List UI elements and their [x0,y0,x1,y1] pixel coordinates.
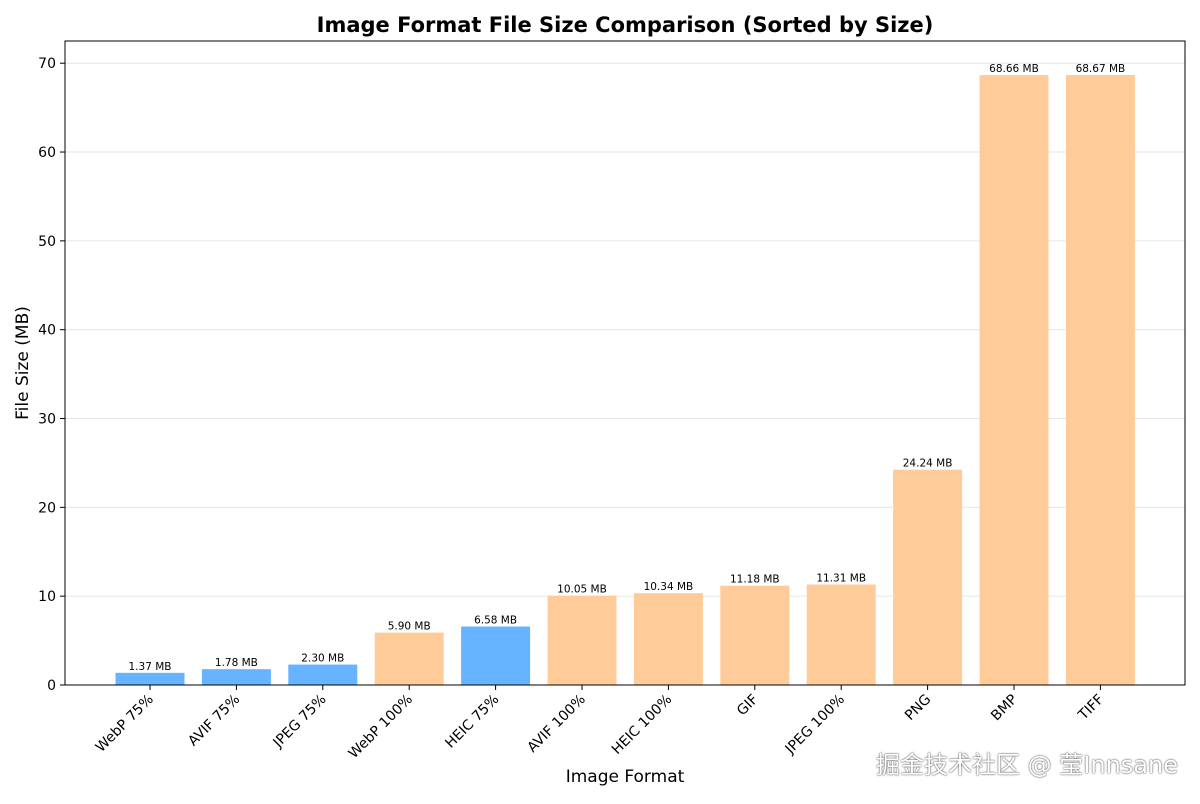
y-tick-label: 30 [38,412,56,428]
x-tick-label: BMP [988,692,1021,725]
x-tick-label: PNG [902,692,934,724]
data-label: 1.37 MB [129,661,172,673]
chart-title: Image Format File Size Comparison (Sorte… [317,13,934,37]
x-tick-label: AVIF 75% [185,692,243,750]
y-tick-label: 70 [38,56,56,72]
x-tick-label: AVIF 100% [525,692,589,756]
y-axis: 0 10 20 30 40 50 60 70 [38,56,65,694]
y-tick-label: 40 [38,323,56,339]
data-label: 6.58 MB [474,615,517,627]
data-label: 68.66 MB [989,63,1039,75]
x-tick-label: GIF [734,692,762,720]
bar [1065,75,1135,685]
y-tick-label: 0 [47,678,56,694]
bar [461,626,531,685]
data-label: 68.67 MB [1076,63,1126,75]
data-labels: 1.37 MB 1.78 MB 2.30 MB 5.90 MB 6.58 MB 10.05… [129,63,1126,673]
data-label: 10.05 MB [557,584,607,596]
x-tick-label: HEIC 75% [442,692,502,752]
data-label: 24.24 MB [903,458,953,470]
bar [720,585,790,685]
bar [115,672,185,685]
y-tick-label: 60 [38,145,56,161]
x-tick-label: TIFF [1075,692,1107,724]
data-label: 2.30 MB [301,653,344,665]
bar [288,664,358,685]
x-tick-label: WebP 100% [346,692,416,762]
grid [65,62,1185,597]
bar [979,75,1049,685]
bar [893,469,963,685]
data-label: 11.31 MB [816,573,866,585]
x-tick-label: JPEG 100% [782,692,848,758]
x-tick-label: WebP 75% [93,692,157,756]
data-label: 1.78 MB [215,657,258,669]
y-tick-label: 10 [38,589,56,605]
bar [806,584,876,685]
data-label: 11.18 MB [730,574,780,586]
x-axis-label: Image Format [566,767,685,787]
bar [633,593,703,685]
y-axis-label: File Size (MB) [13,306,33,420]
plot-frame [64,40,1186,686]
bar [547,595,617,685]
bars [115,75,1135,685]
data-label: 5.90 MB [388,621,431,633]
bar [201,669,271,685]
y-tick-label: 20 [38,500,56,516]
data-label: 10.34 MB [644,581,694,593]
y-tick-label: 50 [38,234,56,250]
x-tick-label: HEIC 100% [609,692,675,758]
x-tick-label: JPEG 75% [270,692,330,752]
watermark: 掘金技术社区 @ 莹Innsane [876,751,1178,779]
bar [374,632,444,685]
